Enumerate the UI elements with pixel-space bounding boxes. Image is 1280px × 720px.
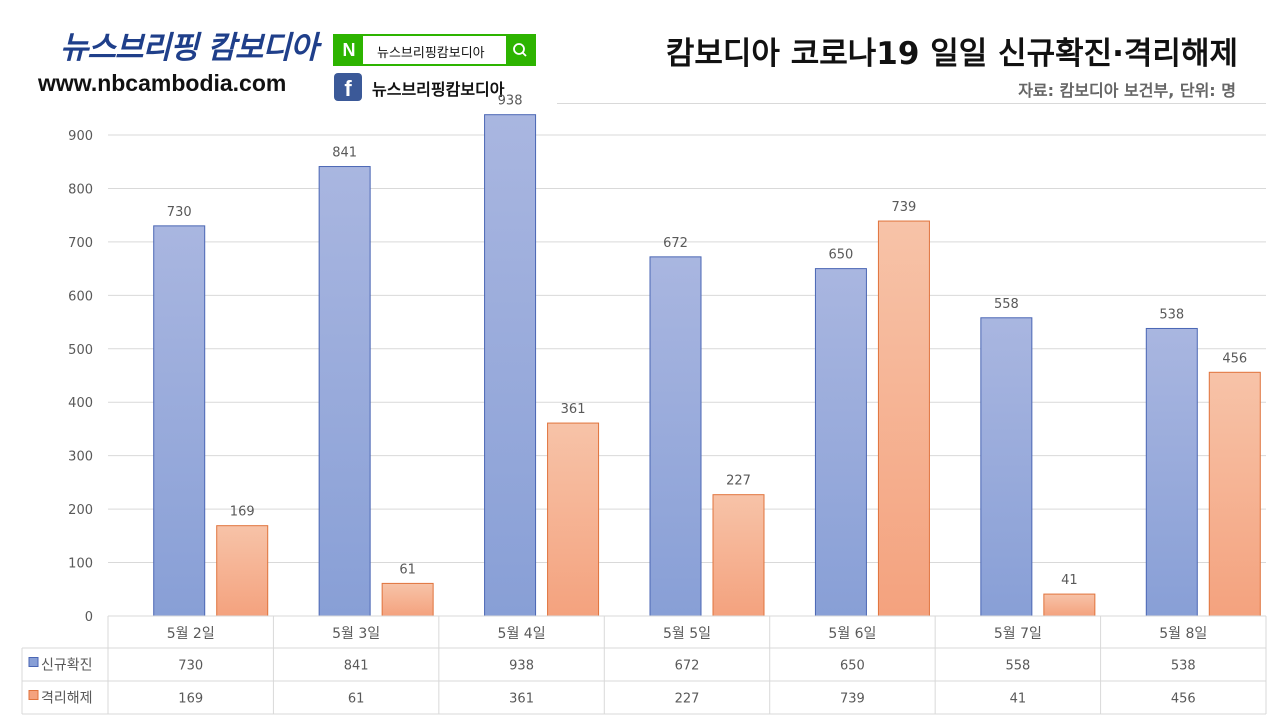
search-icon[interactable] bbox=[506, 36, 534, 64]
x-tick-label: 5월 6일 bbox=[828, 626, 876, 642]
y-tick-label: 600 bbox=[68, 289, 93, 304]
data-label: 361 bbox=[561, 402, 586, 417]
chart-source: 자료: 캄보디아 보건부, 단위: 명 bbox=[1018, 81, 1236, 100]
bar-released bbox=[877, 220, 930, 617]
data-label: 730 bbox=[167, 205, 192, 220]
table-cell: 61 bbox=[348, 692, 365, 707]
facebook-page-text[interactable]: 뉴스브리핑캄보디아 bbox=[372, 80, 505, 99]
bar-new-cases bbox=[153, 225, 206, 617]
naver-search-box[interactable]: N 뉴스브리핑캄보디아 bbox=[333, 34, 536, 66]
y-tick-label: 800 bbox=[68, 182, 93, 197]
table-cell: 538 bbox=[1171, 659, 1196, 674]
bar-new-cases bbox=[980, 317, 1033, 617]
table-cell: 672 bbox=[675, 659, 700, 674]
data-label: 227 bbox=[726, 474, 751, 489]
bar-new-cases bbox=[1145, 327, 1198, 617]
table-cell: 169 bbox=[178, 692, 203, 707]
y-tick-label: 0 bbox=[85, 610, 93, 625]
table-cell: 739 bbox=[840, 692, 865, 707]
y-tick-label: 300 bbox=[68, 450, 93, 465]
x-tick-label: 5월 3일 bbox=[332, 626, 380, 642]
bar-new-cases bbox=[649, 256, 702, 617]
table-cell: 558 bbox=[1005, 659, 1030, 674]
x-tick-label: 5월 7일 bbox=[994, 626, 1042, 642]
bar-new-cases bbox=[318, 166, 371, 617]
chart-title: 캄보디아 코로나19 일일 신규확진·격리해제 bbox=[665, 36, 1238, 72]
legend-swatch bbox=[28, 657, 39, 667]
legend-label: 신규확진 bbox=[41, 658, 93, 674]
y-tick-label: 500 bbox=[68, 343, 93, 358]
data-label: 41 bbox=[1061, 573, 1078, 588]
data-label: 739 bbox=[892, 200, 917, 215]
legend-label: 격리해제 bbox=[41, 691, 93, 707]
y-tick-label: 200 bbox=[68, 503, 93, 518]
bar-new-cases bbox=[484, 114, 537, 617]
y-tick-label: 400 bbox=[68, 396, 93, 411]
table-cell: 456 bbox=[1171, 692, 1196, 707]
naver-search-text[interactable]: 뉴스브리핑캄보디아 bbox=[377, 46, 485, 61]
y-tick-label: 700 bbox=[68, 236, 93, 251]
data-label: 938 bbox=[498, 94, 523, 109]
bar-released bbox=[1208, 371, 1261, 617]
table-cell: 938 bbox=[509, 659, 534, 674]
bar-new-cases bbox=[814, 268, 867, 617]
data-label: 558 bbox=[994, 297, 1019, 312]
table-cell: 841 bbox=[344, 659, 369, 674]
x-tick-label: 5월 4일 bbox=[498, 626, 546, 642]
x-tick-label: 5월 8일 bbox=[1159, 626, 1207, 642]
x-tick-label: 5월 2일 bbox=[167, 626, 215, 642]
bar-released bbox=[1043, 593, 1096, 617]
bar-released bbox=[547, 422, 600, 617]
bar-released bbox=[381, 582, 434, 617]
y-tick-label: 900 bbox=[68, 129, 93, 144]
facebook-icon[interactable]: f bbox=[334, 73, 362, 101]
bar-released bbox=[216, 525, 269, 617]
data-label: 169 bbox=[230, 505, 255, 520]
bar-released bbox=[712, 494, 765, 617]
brand-title: 뉴스브리핑 캄보디아 bbox=[60, 30, 318, 66]
data-label: 538 bbox=[1159, 307, 1184, 322]
data-label: 841 bbox=[332, 146, 357, 161]
table-cell: 730 bbox=[178, 659, 203, 674]
table-cell: 650 bbox=[840, 659, 865, 674]
legend-swatch bbox=[28, 690, 39, 700]
brand-url[interactable]: www.nbcambodia.com bbox=[38, 70, 287, 96]
y-tick-label: 100 bbox=[68, 557, 93, 572]
table-cell: 227 bbox=[675, 692, 700, 707]
table-cell: 41 bbox=[1010, 692, 1027, 707]
naver-logo-icon: N bbox=[335, 36, 363, 64]
title-divider bbox=[557, 103, 1266, 104]
data-label: 456 bbox=[1222, 351, 1247, 366]
x-tick-label: 5월 5일 bbox=[663, 626, 711, 642]
data-label: 672 bbox=[663, 236, 688, 251]
data-label: 650 bbox=[829, 248, 854, 263]
data-label: 61 bbox=[399, 562, 416, 577]
table-cell: 361 bbox=[509, 692, 534, 707]
